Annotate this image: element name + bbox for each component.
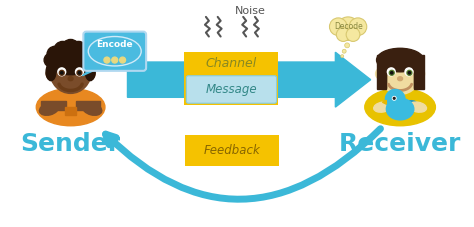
Circle shape [79, 46, 94, 62]
Ellipse shape [46, 69, 54, 79]
Ellipse shape [39, 103, 59, 115]
Ellipse shape [379, 50, 422, 66]
Bar [376, 55, 386, 89]
Ellipse shape [68, 77, 73, 81]
Ellipse shape [49, 49, 92, 75]
Circle shape [385, 89, 405, 109]
Circle shape [104, 57, 110, 63]
Ellipse shape [46, 63, 56, 81]
Polygon shape [383, 100, 386, 104]
Circle shape [408, 72, 410, 74]
Circle shape [405, 68, 413, 76]
Circle shape [78, 72, 81, 74]
FancyArrow shape [128, 52, 371, 107]
Bar [414, 56, 423, 88]
Circle shape [393, 97, 395, 99]
Ellipse shape [409, 102, 427, 112]
Circle shape [47, 46, 63, 62]
Circle shape [83, 53, 97, 67]
Bar [65, 107, 76, 115]
FancyBboxPatch shape [186, 76, 276, 103]
Circle shape [62, 39, 80, 57]
Circle shape [392, 96, 396, 100]
Circle shape [77, 70, 82, 75]
Circle shape [59, 70, 64, 75]
Text: Encode: Encode [96, 40, 133, 49]
Circle shape [61, 72, 63, 74]
Ellipse shape [379, 50, 422, 89]
Circle shape [349, 18, 367, 36]
Circle shape [119, 57, 126, 63]
Ellipse shape [417, 69, 425, 79]
Circle shape [337, 17, 360, 40]
Ellipse shape [398, 77, 402, 81]
Circle shape [112, 57, 118, 63]
Text: Decode: Decode [335, 22, 364, 31]
FancyArrow shape [75, 101, 100, 110]
Circle shape [345, 43, 350, 48]
Ellipse shape [379, 49, 422, 94]
Text: Feedback: Feedback [204, 144, 261, 157]
Circle shape [54, 41, 72, 59]
Ellipse shape [386, 98, 414, 120]
Circle shape [70, 41, 87, 59]
Polygon shape [82, 66, 104, 76]
Ellipse shape [365, 89, 436, 126]
FancyBboxPatch shape [83, 32, 146, 71]
Ellipse shape [85, 63, 95, 81]
Bar [65, 78, 76, 88]
Ellipse shape [374, 102, 391, 112]
Circle shape [387, 68, 395, 76]
Bar [378, 56, 386, 88]
Ellipse shape [36, 89, 105, 126]
Text: Channel: Channel [206, 57, 257, 70]
Circle shape [337, 28, 350, 41]
Circle shape [342, 49, 346, 53]
Ellipse shape [376, 48, 424, 72]
Circle shape [329, 18, 347, 36]
Circle shape [389, 70, 394, 75]
Ellipse shape [87, 69, 95, 79]
Circle shape [391, 72, 393, 74]
Circle shape [44, 53, 58, 67]
FancyArrow shape [41, 101, 66, 110]
FancyBboxPatch shape [184, 52, 279, 105]
Circle shape [75, 68, 83, 76]
FancyBboxPatch shape [185, 135, 280, 166]
Bar [414, 55, 424, 89]
Ellipse shape [375, 69, 383, 79]
Text: Sender: Sender [20, 132, 121, 156]
Ellipse shape [381, 52, 419, 91]
Circle shape [58, 68, 66, 76]
Ellipse shape [50, 50, 91, 93]
Ellipse shape [399, 101, 418, 114]
Text: Noise: Noise [235, 6, 265, 16]
Bar [394, 78, 406, 88]
Circle shape [407, 70, 412, 75]
Circle shape [341, 55, 344, 58]
Text: Receiver: Receiver [339, 132, 461, 156]
Circle shape [346, 28, 360, 41]
Text: Message: Message [206, 83, 257, 96]
Ellipse shape [82, 103, 102, 115]
